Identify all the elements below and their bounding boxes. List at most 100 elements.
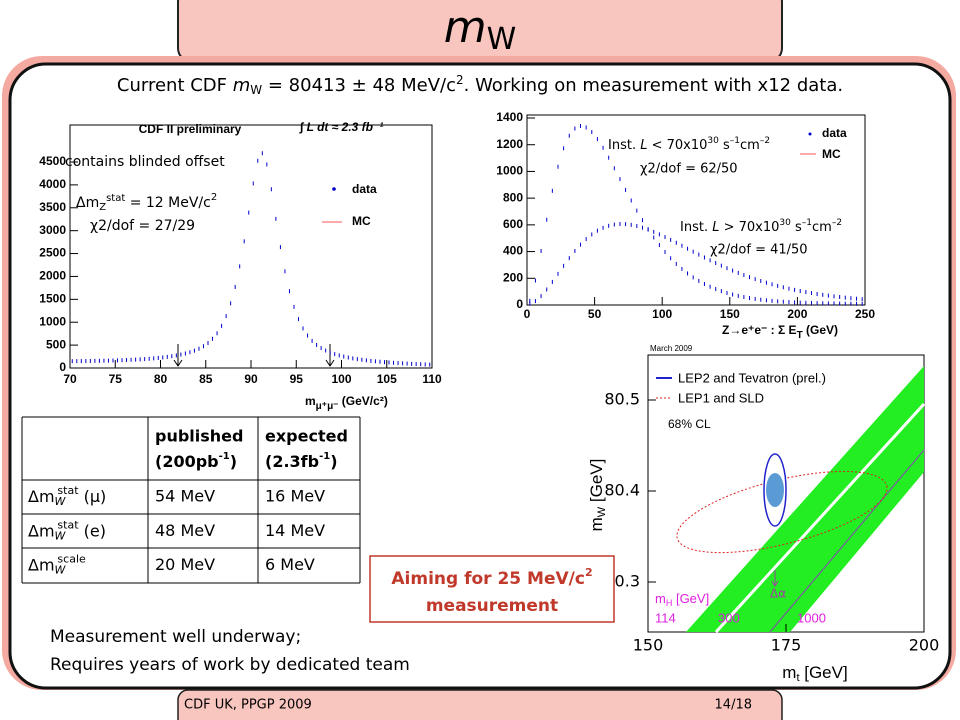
legend-label: data	[822, 126, 847, 140]
sub: W	[55, 529, 67, 542]
x-tick-label: 150	[720, 307, 740, 321]
arrows	[173, 344, 335, 367]
lep1-ellipse	[676, 470, 888, 554]
y-tick-label: 800	[503, 190, 523, 204]
cell: 20 MeV	[155, 555, 215, 574]
y-tick-label: 1400	[496, 110, 523, 124]
mh-value: 1000	[797, 610, 826, 625]
sup: stat	[57, 484, 79, 497]
headline: Current CDF mW = 80413 ± 48 MeV/c2. Work…	[117, 73, 843, 97]
callout-box	[369, 555, 615, 623]
row-label: ΔmWscale	[28, 553, 86, 577]
low-chi2: χ2/dof = 62/50	[640, 162, 738, 177]
lep2-fill	[766, 473, 784, 507]
x-tick-label: 50	[588, 307, 602, 321]
cell: 16 MeV	[265, 487, 325, 506]
x-tick-label: 100	[652, 307, 672, 321]
chi2: χ2/dof = 27/29	[90, 218, 195, 234]
row-label: ΔmWstat (μ)	[28, 484, 106, 508]
sub: W	[55, 564, 67, 577]
legend-marker	[332, 187, 336, 191]
z-mumu-plot: CDF II preliminary ∫ L dt ≈ 2.3 fb⁻¹ con…	[39, 120, 442, 412]
legend-marker	[808, 132, 812, 136]
legend-label: LEP2 and Tevatron (prel.)	[678, 370, 826, 385]
part: Δm	[28, 487, 55, 506]
sup: scale	[57, 553, 86, 566]
y-tick-label: 2500	[39, 246, 66, 260]
y-axis-label: mW [GeV]	[587, 459, 607, 532]
mh-value: 114	[655, 610, 676, 625]
band-line	[769, 449, 925, 633]
callout: measurement	[426, 596, 558, 616]
low-lumi: Inst. L < 70x1030 s–1cm–2	[608, 136, 770, 153]
mw-mt-plot: March 2009 LEP2 and Tevatron (prel.) LEP…	[587, 342, 939, 684]
y-tick-label: 3500	[39, 200, 66, 214]
header-cell: (2.3fb-1)	[265, 451, 338, 471]
cell: 6 MeV	[265, 555, 315, 574]
plot-frame	[526, 114, 866, 306]
part: (e)	[79, 521, 106, 540]
x-tick-label: 150	[633, 636, 664, 655]
y-tick-label: 600	[503, 217, 523, 231]
x-tick-label: 105	[377, 372, 397, 386]
header-cell: expected	[265, 427, 348, 446]
y-tick-label: 4500	[39, 154, 66, 168]
x-tick-label: 75	[109, 372, 123, 386]
part: (μ)	[79, 487, 107, 506]
alpha: Δα	[770, 587, 786, 601]
y-tick-label: 1000	[496, 164, 523, 178]
y-tick-label: 1500	[39, 292, 66, 306]
y-tick-label: 1200	[496, 137, 523, 151]
y-tick-label: 0	[59, 360, 66, 374]
x-tick-label: 175	[771, 636, 802, 655]
slide-title: mW	[444, 2, 517, 57]
cl: 68% CL	[668, 417, 711, 431]
plot-frame	[69, 124, 433, 369]
x-tick-label: 250	[855, 307, 875, 321]
row-label: ΔmWstat (e)	[28, 518, 106, 542]
header-cell: (200pb-1)	[155, 451, 237, 471]
x-tick-label: 110	[422, 372, 442, 386]
x-axis-label: Z→e⁺e⁻ : Σ ET (GeV)	[722, 323, 838, 340]
high-lumi: Inst. L > 70x1030 s–1cm–2	[680, 218, 842, 235]
plot-label: CDF II preliminary	[139, 122, 242, 136]
y-tick-label: 500	[46, 337, 66, 351]
footer-box	[177, 689, 783, 720]
mh-value: 300	[718, 610, 740, 625]
footer-right: 14/18	[715, 698, 752, 713]
y-tick-label: 400	[503, 244, 523, 258]
conclusion: Measurement well underway;	[50, 627, 301, 647]
mh-label: mH [GeV]	[655, 591, 709, 608]
part: Δm	[28, 521, 55, 540]
x-tick-label: 0	[524, 307, 531, 321]
cell: 54 MeV	[155, 487, 215, 506]
y-tick-label: 4000	[39, 177, 66, 191]
conclusion: Requires years of work by dedicated team	[50, 655, 410, 675]
y-tick-label: 80.4	[604, 481, 640, 500]
cell: 48 MeV	[155, 521, 215, 540]
x-tick-label: 95	[290, 372, 304, 386]
legend-label: LEP1 and SLD	[678, 390, 764, 405]
legend-label: MC	[822, 147, 841, 161]
y-tick-label: 3000	[39, 223, 66, 237]
x-tick-label: 200	[787, 307, 807, 321]
z-ee-plot: data MC Inst. L < 70x1030 s–1cm–2 χ2/dof…	[496, 110, 875, 341]
date: March 2009	[650, 344, 693, 353]
x-axis-label: mμ⁺μ⁻ (GeV/c²)	[305, 394, 388, 411]
x-axis-label: mt [GeV]	[782, 663, 847, 683]
legend-label: MC	[352, 214, 371, 228]
footer-left: CDF UK, PPGP 2009	[184, 698, 312, 713]
y-tick-label: 1000	[39, 314, 66, 328]
y-tick-label: 80.5	[604, 390, 640, 409]
x-tick-label: 200	[909, 636, 940, 655]
high-chi2: χ2/dof = 41/50	[710, 243, 808, 258]
sup: stat	[57, 518, 79, 531]
alpha-arrow	[771, 570, 779, 587]
y-tick-label: 2000	[39, 269, 66, 283]
note: contains blinded offset	[65, 154, 225, 170]
x-tick-label: 90	[244, 372, 258, 386]
part: Δm	[28, 555, 55, 574]
sub: W	[55, 495, 67, 508]
header-cell: published	[155, 427, 243, 446]
